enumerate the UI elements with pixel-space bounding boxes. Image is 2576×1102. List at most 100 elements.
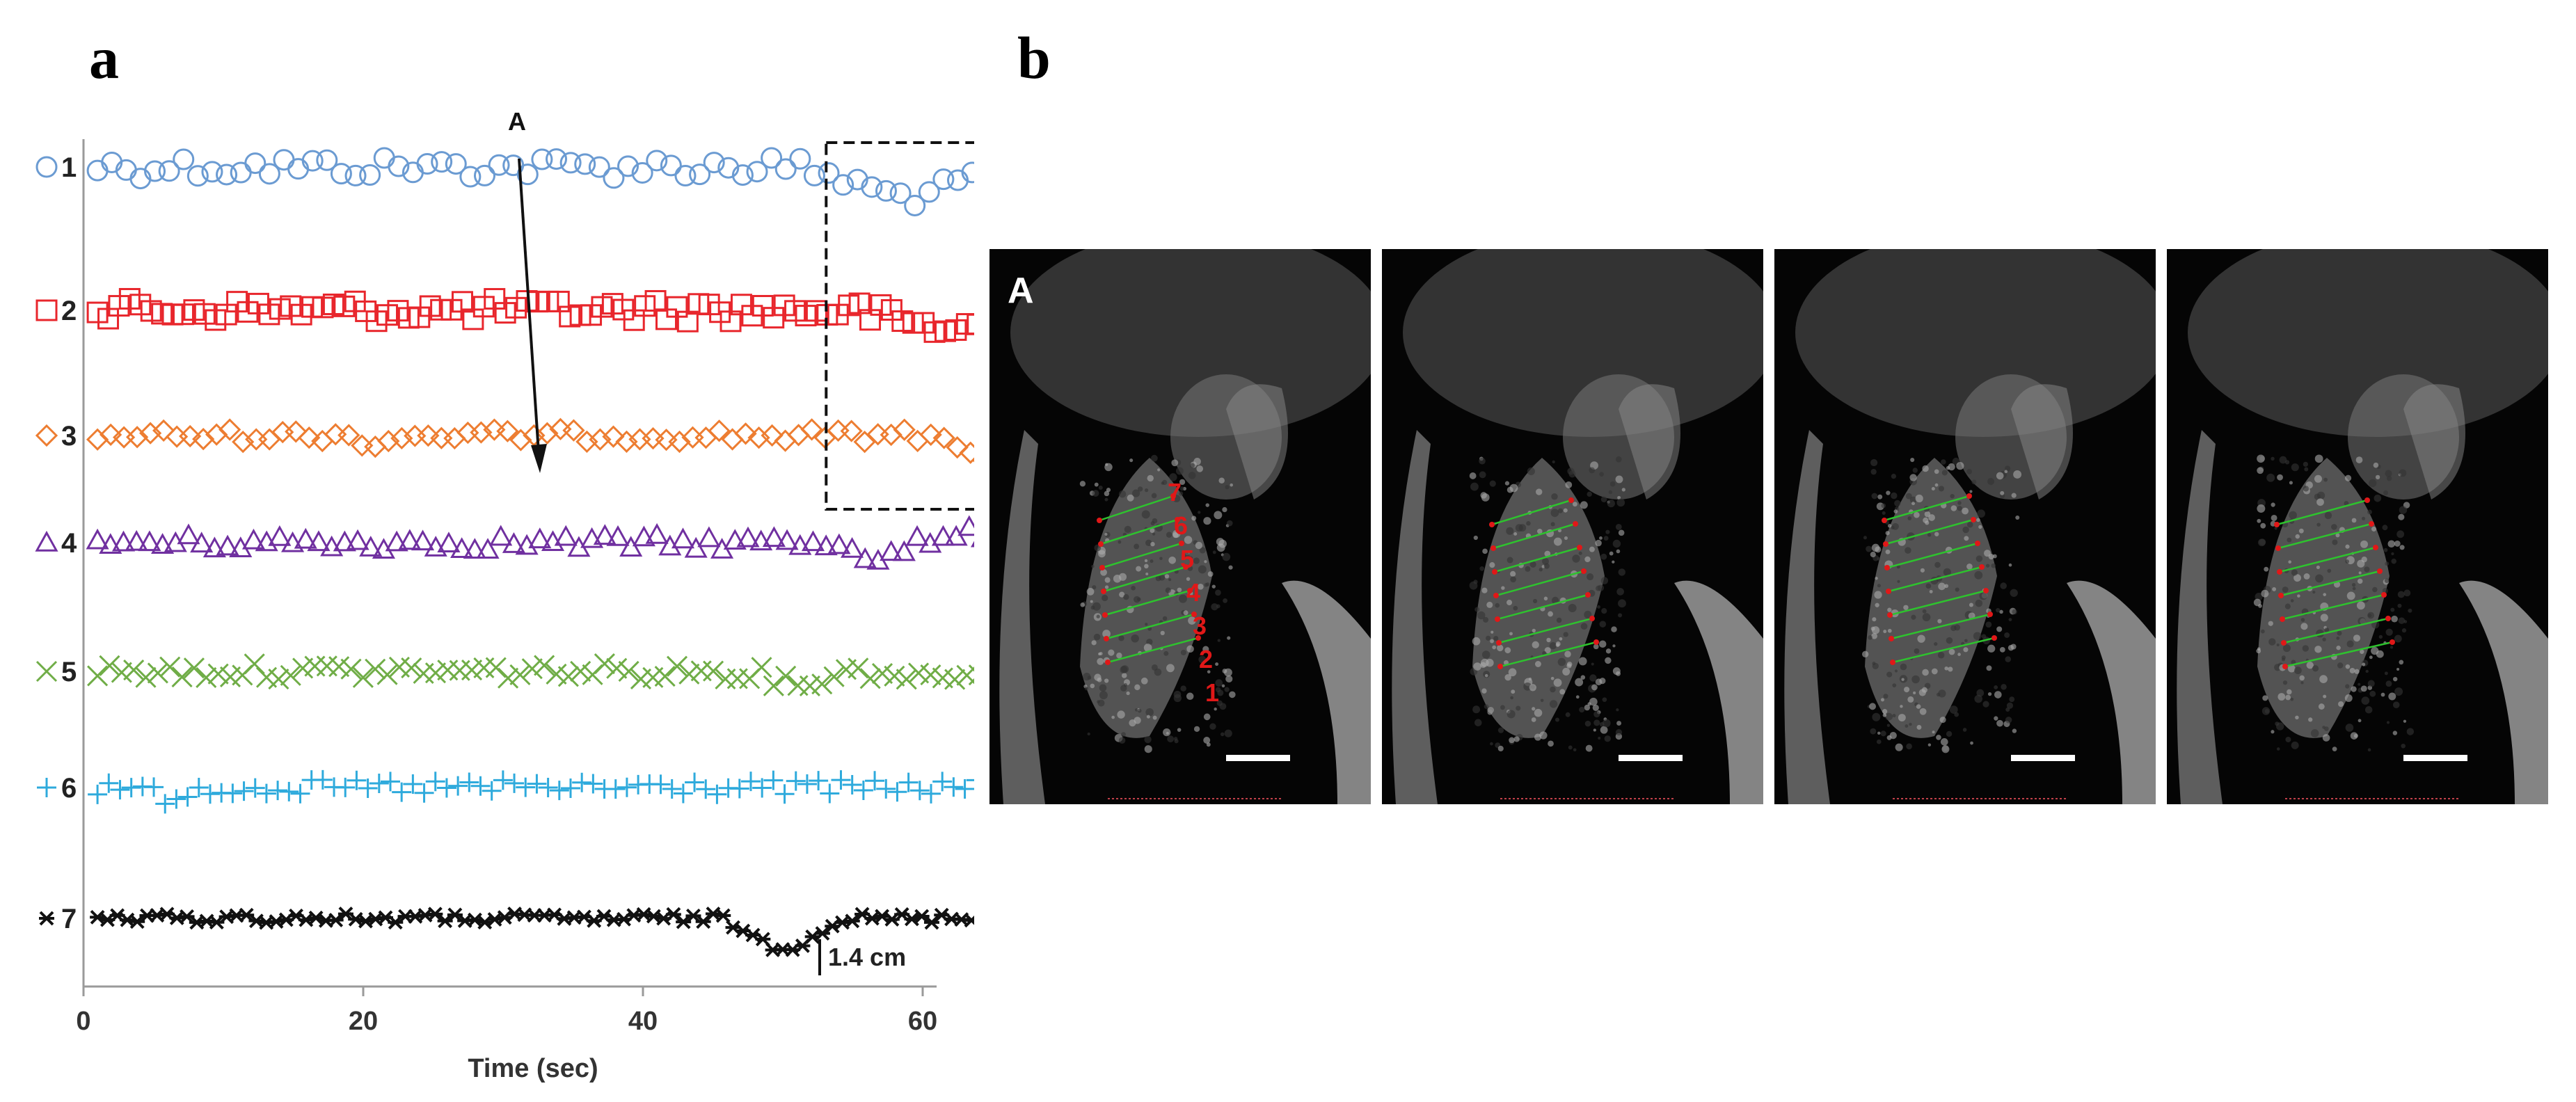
texture-speckle <box>1500 705 1505 710</box>
texture-speckle <box>1504 673 1511 681</box>
data-point <box>135 666 157 688</box>
texture-speckle <box>1587 491 1592 497</box>
texture-speckle <box>2302 645 2309 652</box>
texture-speckle <box>2293 574 2301 582</box>
tissue-band <box>2459 580 2548 804</box>
texture-speckle <box>1880 698 1884 702</box>
data-point <box>279 781 299 801</box>
propagation-arrow <box>518 158 540 453</box>
texture-speckle <box>1229 691 1236 698</box>
texture-speckle <box>1144 735 1152 744</box>
data-point <box>655 429 678 452</box>
texture-speckle <box>1931 668 1938 675</box>
data-point <box>932 426 955 449</box>
texture-speckle <box>1956 461 1964 470</box>
data-point <box>403 774 423 794</box>
data-point <box>746 161 768 183</box>
data-point <box>814 926 830 941</box>
data-point <box>876 778 896 799</box>
highlight-box-label: A <box>508 107 526 136</box>
data-point <box>697 526 721 548</box>
texture-speckle <box>1880 730 1886 737</box>
segment-diameter-line <box>1494 546 1580 573</box>
texture-speckle <box>2316 565 2320 570</box>
tissue-band <box>1674 580 1763 804</box>
data-point <box>536 422 559 445</box>
series-4 <box>86 515 974 570</box>
texture-speckle <box>1994 685 1998 689</box>
data-point <box>580 527 604 548</box>
texture-speckle <box>2289 481 2293 485</box>
texture-speckle <box>1564 536 1568 540</box>
texture-speckle <box>2257 504 2266 513</box>
data-point <box>531 148 553 170</box>
data-point <box>717 157 740 179</box>
data-point <box>364 435 387 458</box>
series-layer <box>86 147 974 957</box>
texture-speckle <box>2373 462 2379 468</box>
texture-speckle <box>2371 526 2377 532</box>
texture-speckle <box>1891 525 1895 530</box>
texture-speckle <box>1612 667 1621 676</box>
texture-speckle <box>1177 587 1182 593</box>
annotation-layer <box>518 141 974 975</box>
panel-b-letter: b <box>1017 24 1051 91</box>
texture-speckle <box>2360 685 2367 692</box>
segment-edge-mark <box>1101 589 1106 594</box>
texture-speckle <box>1180 685 1186 692</box>
texture-speckle <box>1870 728 1877 735</box>
texture-speckle <box>1609 551 1614 556</box>
texture-speckle <box>2351 686 2357 692</box>
texture-speckle <box>1165 587 1171 593</box>
texture-speckle <box>1481 658 1489 667</box>
texture-speckle <box>1949 705 1958 714</box>
texture-speckle <box>1991 563 1996 568</box>
texture-speckle <box>1510 576 1516 583</box>
segment-diameter-line <box>1491 499 1572 526</box>
texture-speckle <box>2012 728 2017 733</box>
texture-speckle <box>2385 680 2392 687</box>
data-point <box>707 784 727 804</box>
texture-speckle <box>2354 669 2360 674</box>
texture-speckle <box>1118 737 1126 744</box>
texture-speckle <box>2385 470 2392 477</box>
texture-speckle <box>2380 692 2385 697</box>
texture-speckle <box>1100 568 1107 576</box>
texture-speckle <box>2331 524 2337 530</box>
texture-speckle <box>1564 650 1571 657</box>
texture-speckle <box>1934 469 1939 474</box>
data-point <box>811 673 833 695</box>
texture-speckle <box>1603 536 1609 541</box>
texture-speckle <box>1964 536 1969 541</box>
data-point <box>411 529 435 551</box>
data-point <box>696 779 716 799</box>
texture-speckle <box>1187 565 1193 571</box>
texture-speckle <box>1207 571 1214 577</box>
legend-label-7: 7 <box>61 904 77 934</box>
data-point <box>678 663 700 685</box>
texture-speckle <box>1924 682 1931 689</box>
tissue-band <box>2067 580 2156 804</box>
texture-speckle <box>2362 662 2366 666</box>
data-point <box>967 313 974 335</box>
texture-speckle <box>1553 678 1562 687</box>
texture-speckle <box>1084 687 1088 691</box>
texture-speckle <box>1994 716 1998 721</box>
texture-speckle <box>2336 645 2341 650</box>
texture-speckle <box>1872 617 1877 622</box>
texture-speckle <box>1504 481 1510 486</box>
segment-edge-mark <box>2277 569 2282 575</box>
data-point <box>752 778 772 798</box>
mri-image: 1 2 3 4 5 6 7 <box>999 249 1371 804</box>
data-point <box>970 541 974 548</box>
texture-speckle <box>1526 520 1531 526</box>
texture-speckle <box>2303 486 2309 492</box>
texture-speckle <box>1516 705 1521 711</box>
texture-speckle <box>2337 630 2342 636</box>
texture-speckle <box>1511 689 1516 694</box>
legend-label-1: 1 <box>61 152 77 183</box>
texture-speckle <box>1529 561 1536 568</box>
texture-speckle <box>1537 528 1543 534</box>
texture-speckle <box>1604 735 1611 742</box>
texture-speckle <box>2401 628 2407 633</box>
